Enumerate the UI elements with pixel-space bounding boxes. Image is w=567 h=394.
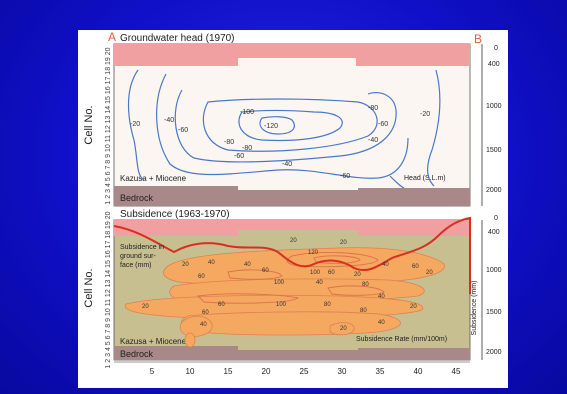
top-contour-label: -40: [368, 137, 378, 144]
bottom-contour-label: 60: [218, 302, 225, 308]
x-tick: 30: [338, 367, 347, 376]
letter-b: B: [474, 32, 482, 46]
right-tick: 2000: [486, 187, 502, 194]
top-contour-label: -60: [178, 127, 188, 134]
bottom-contour-label: 20: [340, 240, 347, 246]
bottom-contour-label: 100: [274, 280, 285, 286]
x-tick: 15: [224, 367, 233, 376]
bottom-contour-label: 20: [340, 326, 347, 332]
bottom-contour-label: 80: [360, 308, 367, 314]
right-tick: 1000: [486, 103, 502, 110]
right-tick: 2000: [486, 349, 502, 356]
bottom-contour-label: 80: [362, 282, 369, 288]
bottom-contour-label: 60: [202, 310, 209, 316]
bottom-y-label: Cell No.: [83, 268, 95, 307]
bottom-contour-label: 20: [290, 238, 297, 244]
top-section: A Groundwater head (1970) B Bedrock Kazu…: [108, 30, 482, 207]
right-tick: 1500: [486, 309, 502, 316]
top-bedrock-label: Bedrock: [120, 193, 154, 203]
right-tick: 1500: [486, 147, 502, 154]
top-y-label: Cell No.: [83, 105, 95, 144]
top-contour-label: -100: [240, 109, 254, 116]
bottom-contour-label: 40: [316, 280, 323, 286]
top-legend: Head (S.L.m): [404, 175, 446, 182]
bottom-formation-label: Kazusa + Miocene: [120, 337, 187, 346]
right-axis-top: 0 400 1000 1500 2000: [486, 45, 502, 194]
top-contour-label: -80: [368, 105, 378, 112]
subsidence-zones: [124, 247, 445, 348]
subsidence-inner-contours: [197, 252, 385, 304]
top-title: Groundwater head (1970): [120, 33, 235, 44]
top-contour-label: -40: [164, 117, 174, 124]
top-contour-label: -80: [242, 145, 252, 152]
x-axis-ticks: 5 10 15 20 25 30 35 40 45: [150, 367, 461, 376]
top-contours: [127, 69, 441, 189]
top-bedrock: [114, 186, 470, 206]
top-formation-label: Kazusa + Miocene: [120, 174, 187, 183]
bottom-contour-label: 120: [308, 250, 319, 256]
top-contour-label: -80: [224, 139, 234, 146]
bottom-contour-label: 40: [200, 322, 207, 328]
right-tick: 400: [488, 61, 500, 68]
letter-a: A: [108, 30, 116, 44]
bottom-legend: Subsidence Rate (mm/100m): [356, 336, 447, 343]
top-ground-band: [114, 44, 470, 66]
bottom-cell-numbers: 1 2 3 4 5 6 7 8 9 10 11 12 13 14 15 16 1…: [105, 211, 112, 368]
right-tick: 1000: [486, 267, 502, 274]
bottom-bedrock-label: Bedrock: [120, 349, 154, 359]
right-axis-bottom-label: Subsidence (mm): [471, 281, 478, 336]
top-contour-label: -20: [420, 111, 430, 118]
top-contour-label: -120: [264, 123, 278, 130]
bottom-contour-label: 20: [142, 304, 149, 310]
top-cell-numbers: 1 2 3 4 5 6 7 8 9 10 11 12 13 14 15 16 1…: [105, 47, 112, 204]
top-contour-label: -60: [234, 153, 244, 160]
top-contour-label: -60: [378, 121, 388, 128]
bottom-contour-label: 100: [276, 302, 287, 308]
right-tick: 400: [488, 229, 500, 236]
x-tick: 5: [150, 367, 155, 376]
top-contour-label: -60: [340, 173, 350, 180]
subsidence-line: [113, 216, 471, 294]
subsidence-note: Subsidence in: [120, 244, 164, 251]
right-tick: 0: [494, 215, 498, 222]
subsidence-note: ground sur-: [120, 253, 156, 260]
top-contour-label: -20: [130, 121, 140, 128]
x-tick: 40: [414, 367, 423, 376]
bottom-section: Subsidence (1963-1970) Bedrock Kazusa + …: [113, 209, 471, 361]
x-tick: 25: [300, 367, 309, 376]
bottom-contour-label: 60: [328, 270, 335, 276]
bottom-contour-label: 20: [426, 270, 433, 276]
bottom-contour-label: 40: [382, 262, 389, 268]
bottom-contour-label: 20: [182, 262, 189, 268]
figure-panel: A Groundwater head (1970) B Bedrock Kazu…: [78, 30, 508, 388]
bottom-contour-label: 20: [354, 272, 361, 278]
right-axis-bottom: 0 400 1000 1500 2000: [486, 215, 502, 356]
bottom-contour-label: 40: [208, 260, 215, 266]
x-tick: 35: [376, 367, 385, 376]
bottom-contour-label: 40: [244, 262, 251, 268]
right-tick: 0: [494, 45, 498, 52]
bottom-contour-label: 60: [198, 274, 205, 280]
bottom-contour-label: 40: [378, 320, 385, 326]
subsidence-note: face (mm): [120, 262, 152, 269]
bottom-contour-label: 20: [410, 304, 417, 310]
bottom-contour-label: 40: [378, 294, 385, 300]
x-tick: 20: [262, 367, 271, 376]
bottom-contour-label: 60: [262, 268, 269, 274]
bottom-title: Subsidence (1963-1970): [120, 209, 230, 220]
bottom-bedrock: [114, 346, 470, 360]
bottom-contour-label: 60: [412, 264, 419, 270]
bottom-ground-band: [114, 220, 470, 236]
bottom-contour-label: 80: [324, 302, 331, 308]
x-tick: 45: [452, 367, 461, 376]
top-contour-label: -40: [282, 161, 292, 168]
bottom-contour-label: 100: [310, 270, 321, 276]
top-frame: [113, 43, 471, 207]
figure-svg: A Groundwater head (1970) B Bedrock Kazu…: [83, 30, 502, 376]
x-tick: 10: [186, 367, 195, 376]
